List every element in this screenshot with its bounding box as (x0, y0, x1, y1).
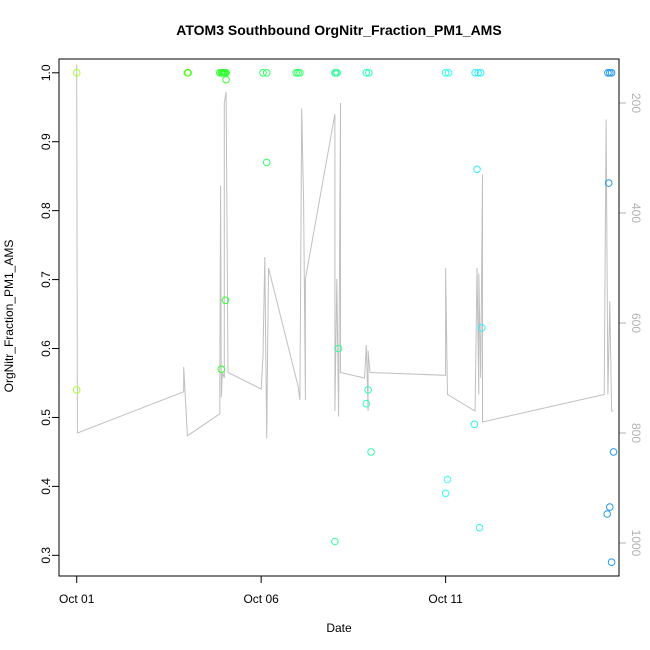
data-point-25 (362, 69, 371, 77)
data-point-39 (470, 420, 479, 429)
data-point-14 (259, 69, 267, 77)
y-axis-label: OrgNitr_Fraction_PM1_AMS (2, 240, 16, 393)
data-point-35 (474, 69, 482, 77)
data-point-44 (604, 179, 613, 187)
data-point-22 (333, 69, 342, 77)
data-point-13 (217, 365, 226, 374)
y2-tick-label-4: 1000 (629, 530, 643, 557)
data-point-17 (292, 69, 301, 77)
x-tick-label-2: Oct 11 (428, 592, 463, 606)
data-point-43 (607, 69, 616, 77)
data-point-27 (364, 386, 372, 394)
y-tick-label-5: 0.8 (39, 202, 53, 219)
data-point-47 (603, 510, 612, 518)
y-tick-label-1: 0.4 (39, 478, 53, 495)
data-point-32 (443, 475, 452, 484)
plot-frame (58, 58, 620, 577)
data-point-26 (365, 69, 373, 77)
altitude-track-line (76, 64, 614, 439)
y2-tick-label-1: 400 (629, 203, 643, 223)
x-axis-label: Date (326, 621, 352, 635)
x-tick-label-1: Oct 06 (243, 592, 279, 606)
data-point-30 (441, 69, 450, 77)
y-tick-label-2: 0.5 (39, 409, 53, 426)
data-point-40 (475, 523, 484, 532)
data-point-36 (476, 69, 485, 77)
data-point-1 (72, 386, 81, 394)
data-point-11 (222, 75, 230, 84)
data-point-0 (72, 69, 81, 77)
data-point-3 (184, 69, 192, 77)
y-tick-label-3: 0.6 (39, 340, 53, 357)
track-layer (76, 64, 614, 439)
data-point-28 (362, 399, 371, 408)
y-tick-label-0: 0.3 (39, 547, 53, 564)
points-layer (72, 69, 618, 567)
y-tick-label-6: 0.9 (39, 133, 53, 150)
data-point-34 (471, 69, 479, 77)
data-point-15 (262, 69, 271, 77)
y2-tick-label-0: 200 (629, 93, 643, 113)
x-tick-label-0: Oct 01 (59, 592, 95, 606)
y-tick-label-7: 1.0 (39, 64, 53, 81)
data-point-38 (478, 324, 486, 332)
data-point-41 (604, 69, 612, 77)
data-point-46 (606, 503, 614, 511)
data-point-48 (607, 558, 616, 567)
data-point-19 (296, 69, 304, 77)
data-point-23 (334, 344, 343, 353)
data-point-31 (444, 69, 453, 77)
data-point-45 (609, 448, 618, 456)
y-tick-label-4: 0.7 (39, 271, 53, 288)
y2-tick-label-2: 600 (629, 313, 643, 333)
data-point-29 (367, 448, 375, 456)
data-point-24 (331, 537, 339, 546)
data-point-33 (441, 489, 450, 498)
data-point-37 (473, 165, 481, 174)
data-point-12 (221, 296, 230, 305)
chart-title: ATOM3 Southbound OrgNitr_Fraction_PM1_AM… (176, 22, 501, 38)
data-point-16 (262, 158, 271, 167)
y2-tick-label-3: 800 (629, 423, 643, 443)
